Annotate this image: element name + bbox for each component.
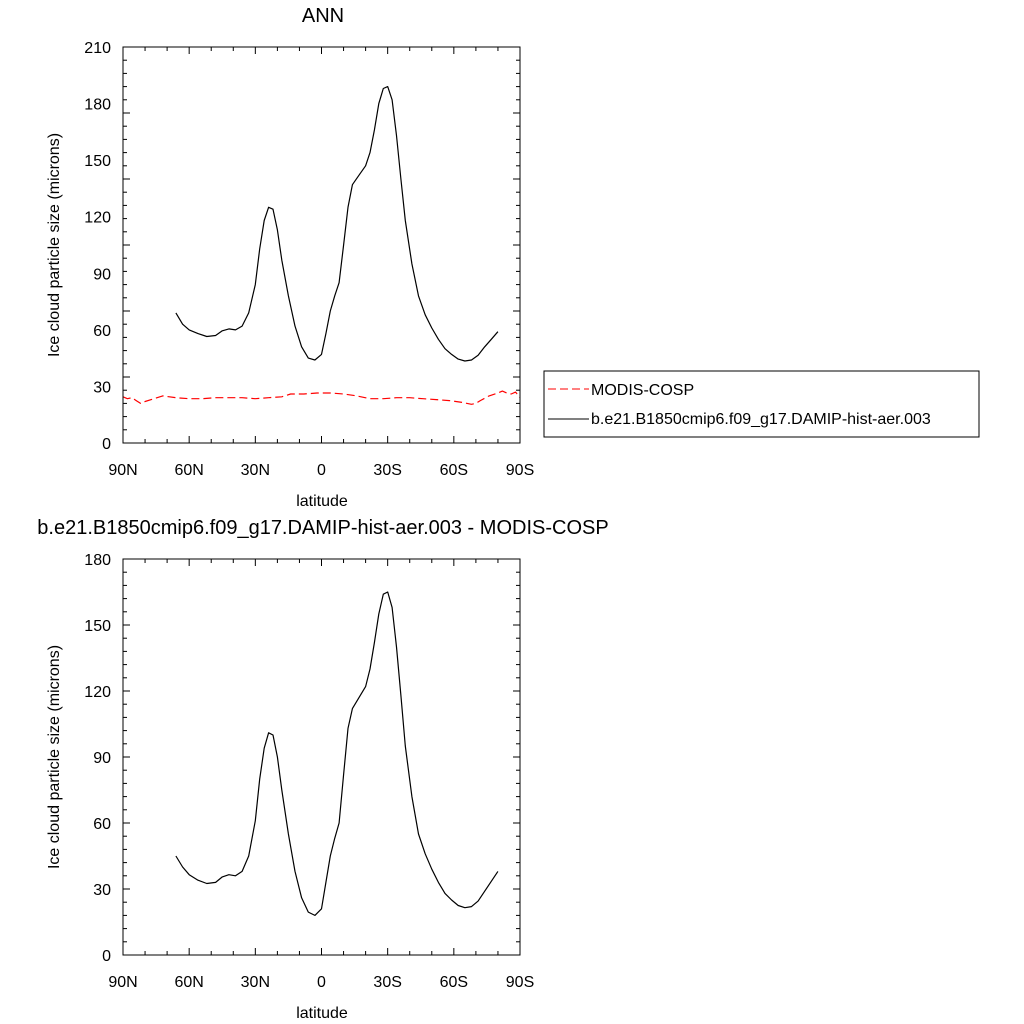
- bottom-panel-y-tick-label: 60: [93, 816, 111, 833]
- top-panel-x-tick-label: 90N: [108, 462, 137, 479]
- bottom-panel-y-tick-label: 180: [84, 552, 111, 569]
- top-panel: ANN 90N 60N 30N 0 30S 60S 90S 0 30 60 90 120 150 180 2…: [46, 5, 534, 510]
- bottom-panel-x-tick-label: 0: [317, 974, 326, 991]
- top-panel-model-line: [175, 86, 499, 362]
- bottom-panel-y-tick-label: 0: [102, 948, 111, 965]
- bottom-panel-x-tick-label: 90S: [506, 974, 534, 991]
- top-panel-y-tick-label: 210: [84, 40, 111, 57]
- top-panel-x-axis-label: latitude: [296, 493, 348, 510]
- top-panel-y-tick-label: 120: [84, 210, 111, 227]
- bottom-panel-model-line: [175, 591, 499, 916]
- top-panel-y-tick-label: 90: [93, 266, 111, 283]
- legend: MODIS-COSP b.e21.B1850cmip6.f09_g17.DAMI…: [543, 370, 980, 438]
- bottom-panel-marks: 90N 60N 30N 0 30S 60S 90S 0 30 60 90 120 150 180: [84, 552, 534, 991]
- top-panel-title: ANN: [302, 5, 344, 27]
- legend-box: [543, 370, 980, 438]
- top-panel-x-tick-label: 60S: [440, 462, 468, 479]
- top-panel-x-tick-label: 30N: [241, 462, 270, 479]
- bottom-panel-y-axis-label: Ice cloud particle size (microns): [46, 645, 63, 869]
- bottom-panel-x-axis-label: latitude: [296, 1005, 348, 1022]
- bottom-panel-x-tick-label: 60N: [174, 974, 203, 991]
- top-panel-x-tick-label: 60N: [174, 462, 203, 479]
- bottom-panel: b.e21.B1850cmip6.f09_g17.DAMIP-hist-aer.…: [37, 517, 608, 1022]
- bottom-panel-title: b.e21.B1850cmip6.f09_g17.DAMIP-hist-aer.…: [37, 517, 608, 539]
- top-panel-x-tick-label: 90S: [506, 462, 534, 479]
- legend-label-modis: MODIS-COSP: [591, 382, 694, 399]
- top-panel-marks: 90N 60N 30N 0 30S 60S 90S 0 30 60 90 120 150 180 210: [84, 40, 534, 479]
- top-panel-y-tick-label: 180: [84, 97, 111, 114]
- bottom-panel-x-tick-label: 90N: [108, 974, 137, 991]
- bottom-panel-x-tick-label: 60S: [440, 974, 468, 991]
- bottom-panel-x-tick-label: 30S: [373, 974, 401, 991]
- top-panel-y-axis-label: Ice cloud particle size (microns): [46, 133, 63, 357]
- top-panel-modis-cosp-line: [122, 390, 521, 405]
- legend-label-model: b.e21.B1850cmip6.f09_g17.DAMIP-hist-aer.…: [591, 411, 931, 428]
- top-panel-frame: [122, 46, 521, 444]
- bottom-panel-y-tick-label: 120: [84, 684, 111, 701]
- top-panel-x-tick-label: 30S: [373, 462, 401, 479]
- bottom-panel-frame: [122, 558, 521, 956]
- bottom-panel-y-tick-label: 150: [84, 618, 111, 635]
- bottom-panel-x-tick-label: 30N: [241, 974, 270, 991]
- top-panel-y-tick-label: 30: [93, 379, 111, 396]
- top-panel-x-tick-label: 0: [317, 462, 326, 479]
- top-panel-y-tick-label: 60: [93, 323, 111, 340]
- bottom-panel-y-tick-label: 90: [93, 750, 111, 767]
- top-panel-y-tick-label: 0: [102, 436, 111, 453]
- bottom-panel-y-tick-label: 30: [93, 882, 111, 899]
- top-panel-y-tick-label: 150: [84, 153, 111, 170]
